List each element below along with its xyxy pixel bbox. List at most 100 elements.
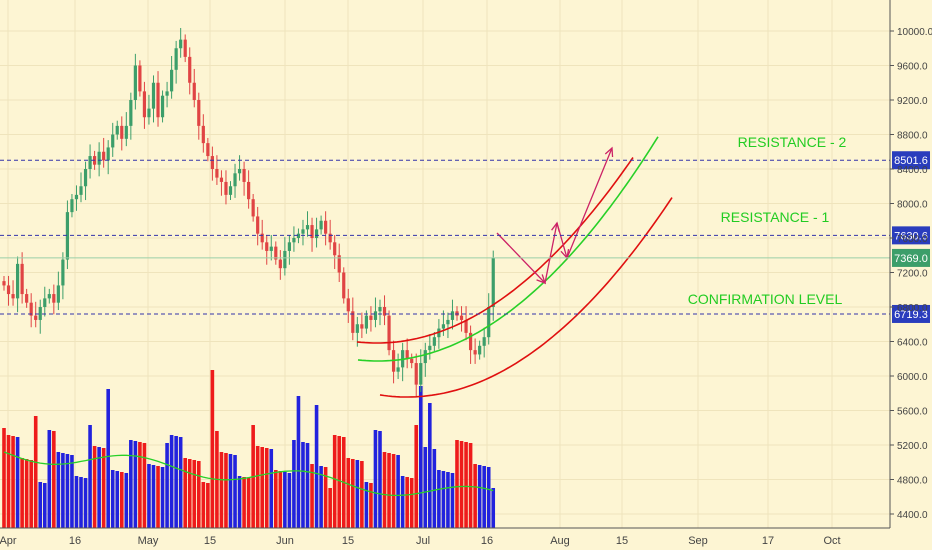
candle-body <box>410 358 414 364</box>
volume-bar <box>459 441 464 528</box>
y-tick-label: 7600.0 <box>897 234 928 245</box>
volume-bar <box>119 472 124 528</box>
candle-body <box>43 298 47 307</box>
volume-bar <box>246 478 251 528</box>
candle-body <box>206 143 210 157</box>
candle-body <box>396 367 400 372</box>
volume-bar <box>351 459 355 528</box>
volume-bar <box>382 452 387 528</box>
candle-body <box>251 199 255 217</box>
volume-bar <box>178 437 183 528</box>
candle-body <box>305 225 310 230</box>
candle-body <box>328 233 332 243</box>
candle-body <box>15 263 20 299</box>
candle-body <box>210 156 214 169</box>
volume-bar <box>169 435 174 528</box>
candle-body <box>310 225 314 238</box>
candle-body <box>247 181 251 200</box>
volume-bar <box>115 471 120 528</box>
volume-bar <box>142 443 147 528</box>
volume-bar <box>437 470 441 528</box>
y-tick-label: 10000.0 <box>897 27 932 38</box>
volume-bar <box>133 441 138 528</box>
candle-body <box>351 311 355 333</box>
volume-bar <box>2 428 6 528</box>
volume-bar <box>432 449 437 528</box>
candle-body <box>52 294 56 303</box>
volume-bar <box>97 447 101 528</box>
volume-bar <box>38 482 43 528</box>
volume-ma-line <box>3 451 494 497</box>
candle-body <box>97 151 101 165</box>
annotation-text: RESISTANCE - 2 <box>738 134 847 150</box>
candle-body <box>260 233 264 243</box>
volume-bar <box>346 458 351 528</box>
volume-bar <box>314 405 319 528</box>
y-tick-label: 9600.0 <box>897 62 928 73</box>
candle-body <box>378 307 382 312</box>
volume-bar <box>129 440 133 528</box>
volume-bar <box>47 430 52 528</box>
candle-body <box>11 294 15 299</box>
candle-body <box>450 311 455 320</box>
volume-bar <box>364 482 369 528</box>
level-tag-text: 8501.6 <box>894 155 928 167</box>
annotation-text: RESISTANCE - 1 <box>721 209 830 225</box>
candle-body <box>283 250 287 269</box>
candle-body <box>265 242 269 251</box>
candle-body <box>6 285 11 295</box>
volume-bar <box>414 425 419 528</box>
volume-bar <box>24 459 29 528</box>
candle-body <box>473 350 477 355</box>
candle-body <box>197 100 201 126</box>
volume-bar <box>233 455 237 528</box>
candle-body <box>337 255 341 273</box>
candle-body <box>360 324 364 329</box>
volume-bar <box>196 461 201 528</box>
x-tick-label: Jun <box>276 535 294 547</box>
candle-body <box>111 134 115 148</box>
level-tag-text: 6719.3 <box>894 309 928 321</box>
candle-body <box>56 285 60 303</box>
volume-bar <box>400 476 405 528</box>
candle-body <box>355 324 359 333</box>
candle-body <box>65 212 70 260</box>
x-tick-label: Oct <box>823 535 840 547</box>
candle-body <box>2 281 6 286</box>
volume-bar <box>106 389 110 528</box>
volume-bar <box>224 453 228 528</box>
volume-bar <box>278 471 283 528</box>
volume-bar <box>56 452 61 528</box>
arrow-head <box>604 146 614 158</box>
volume-bar <box>423 447 428 528</box>
volume-bar <box>228 454 233 528</box>
volume-bar <box>192 460 197 528</box>
volume-bar <box>378 431 382 528</box>
volume-bar <box>147 464 151 528</box>
candle-body <box>151 82 156 109</box>
candle-body <box>192 82 196 100</box>
candle-body <box>432 337 436 346</box>
volume-bar <box>450 473 455 528</box>
volume-bar <box>151 465 156 528</box>
x-tick-label: 16 <box>69 535 81 547</box>
volume-bar <box>15 437 20 528</box>
volume-bar <box>29 460 33 528</box>
volume-bar <box>101 448 106 528</box>
x-tick-label: Apr <box>0 535 17 547</box>
candle-body <box>179 39 183 49</box>
candle-body <box>83 169 88 187</box>
x-tick-label: 16 <box>481 535 493 547</box>
candle-body <box>274 246 278 260</box>
volume-bar <box>328 488 332 528</box>
candle-body <box>165 91 169 96</box>
volume-bar <box>323 467 328 528</box>
candle-body <box>487 307 491 338</box>
volume-bar <box>33 416 38 528</box>
volume-bar <box>296 396 301 528</box>
candle-body <box>269 246 273 251</box>
candle-body <box>70 199 74 213</box>
level-tag <box>892 151 930 170</box>
volume-bar <box>274 470 278 528</box>
volume-bar <box>319 466 323 528</box>
